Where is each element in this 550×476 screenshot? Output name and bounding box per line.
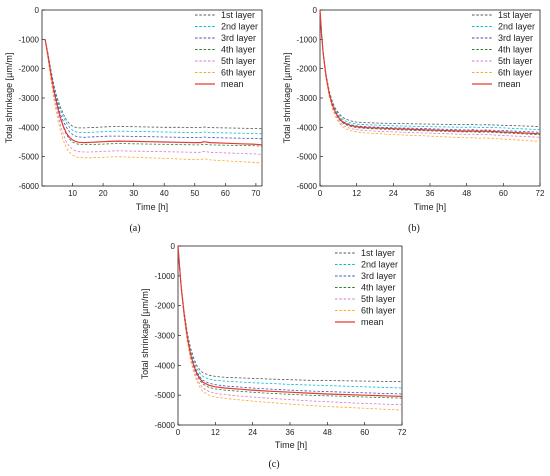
y-axis-label: Total shrinkage [µm/m] — [4, 53, 14, 144]
x-tick-label: 40 — [160, 189, 169, 198]
y-tick-label: -5000 — [155, 391, 176, 400]
x-tick-label: 50 — [190, 189, 199, 198]
series-line-6th-layer — [319, 9, 541, 142]
x-tick-label: 12 — [352, 189, 361, 198]
legend-label: 6th layer — [498, 68, 533, 78]
legend-label: 2nd layer — [498, 22, 535, 32]
x-axis-label: Time [h] — [275, 440, 307, 450]
series-line-mean — [319, 9, 541, 135]
panel-label: (c) — [268, 459, 279, 470]
x-tick-label: 20 — [99, 189, 108, 198]
y-axis-label: Total shrinkage [µm/m] — [140, 289, 150, 380]
x-tick-label: 24 — [248, 428, 257, 437]
series-line-1st-layer — [44, 39, 263, 130]
y-tick-label: -1000 — [155, 272, 176, 281]
x-tick-label: 72 — [536, 189, 545, 198]
chart-panel-c: 0 12 24 36 48 60 72 0 -1000 -2000 -3000 -4000 -5000 -… — [140, 242, 407, 470]
x-tick-label: 48 — [323, 428, 332, 437]
legend-label: 5th layer — [221, 56, 256, 66]
y-tick-label: 0 — [313, 6, 318, 15]
x-tick-label: 72 — [398, 428, 407, 437]
series-line-1st-layer — [177, 245, 403, 383]
y-tick-label: -4000 — [297, 123, 318, 132]
y-tick-label: -6000 — [155, 421, 176, 430]
legend-label: 2nd layer — [361, 260, 398, 270]
series-line-mean — [44, 39, 263, 146]
x-tick-label: 36 — [426, 189, 435, 198]
series-line-1st-layer — [319, 9, 541, 127]
x-tick-label: 60 — [221, 189, 230, 198]
y-tick-label: -3000 — [297, 94, 318, 103]
y-tick-label: -2000 — [297, 65, 318, 74]
y-tick-label: -1000 — [297, 35, 318, 44]
legend-label: 5th layer — [498, 56, 533, 66]
y-tick-label: -2000 — [19, 65, 40, 74]
legend-label: 5th layer — [361, 294, 396, 304]
plot-area: 0 12 24 36 48 60 72 0 -1000 -2000 -3000 -4000 -5000 -… — [155, 242, 407, 437]
x-tick-label: 48 — [462, 189, 471, 198]
chart-panel-a: 10 20 30 40 50 60 70 0 -1000 -2000 -3000 -4000 -5000… — [4, 6, 263, 234]
x-tick-label: 70 — [251, 189, 260, 198]
y-axis-label: Total shrinkage [µm/m] — [282, 53, 292, 144]
series-line-4th-layer — [177, 245, 403, 399]
series-line-5th-layer — [319, 9, 541, 138]
y-tick-label: -6000 — [297, 182, 318, 191]
x-axis-label: Time [h] — [136, 202, 168, 212]
x-tick-label: 30 — [129, 189, 138, 198]
plot-area: 10 20 30 40 50 60 70 0 -1000 -2000 -3000 -4000 -5000… — [19, 6, 263, 198]
series-line-2nd-layer — [44, 39, 263, 135]
legend-label: 1st layer — [361, 248, 395, 258]
x-tick-label: 12 — [211, 428, 220, 437]
series-line-3rd-layer — [44, 39, 263, 140]
chart-panel-b: 0 12 24 36 48 60 72 0 -1000 -2000 -3000 -4000 -5000 -… — [282, 6, 545, 234]
legend-label: mean — [498, 79, 521, 89]
legend-label: mean — [361, 317, 384, 327]
series-line-2nd-layer — [177, 245, 403, 389]
legend-label: mean — [221, 79, 244, 89]
y-tick-label: -2000 — [155, 302, 176, 311]
y-tick-label: 0 — [171, 242, 176, 251]
y-tick-label: -5000 — [297, 153, 318, 162]
legend-label: 4th layer — [498, 45, 533, 55]
series-line-mean — [177, 245, 403, 397]
panel-label: (a) — [129, 223, 140, 234]
legend-label: 2nd layer — [221, 22, 258, 32]
series-line-5th-layer — [44, 39, 263, 155]
x-tick-label: 60 — [360, 428, 369, 437]
plot-area: 0 12 24 36 48 60 72 0 -1000 -2000 -3000 -4000 -5000 -… — [297, 6, 545, 198]
x-tick-label: 24 — [389, 189, 398, 198]
y-tick-label: -4000 — [19, 123, 40, 132]
y-tick-label: -3000 — [155, 332, 176, 341]
y-tick-label: -5000 — [19, 153, 40, 162]
legend-label: 3rd layer — [498, 33, 533, 43]
x-tick-label: 0 — [176, 428, 181, 437]
x-tick-label: 36 — [286, 428, 295, 437]
panel-label: (b) — [408, 223, 420, 234]
legend-label: 6th layer — [221, 68, 256, 78]
y-tick-label: -1000 — [19, 35, 40, 44]
legend-label: 6th layer — [361, 306, 396, 316]
series-line-6th-layer — [44, 39, 263, 164]
x-tick-label: 10 — [68, 189, 77, 198]
legend-label: 1st layer — [498, 10, 532, 20]
series-line-4th-layer — [319, 9, 541, 136]
legend-label: 4th layer — [221, 45, 256, 55]
x-axis-label: Time [h] — [414, 202, 446, 212]
y-tick-label: -4000 — [155, 361, 176, 370]
x-tick-label: 0 — [318, 189, 323, 198]
legend-label: 4th layer — [361, 283, 396, 293]
y-tick-label: -3000 — [19, 94, 40, 103]
legend-label: 3rd layer — [361, 271, 396, 281]
x-tick-label: 60 — [499, 189, 508, 198]
y-tick-label: -6000 — [19, 182, 40, 191]
legend-label: 3rd layer — [221, 33, 256, 43]
legend-label: 1st layer — [221, 10, 255, 20]
y-tick-label: 0 — [35, 6, 40, 15]
